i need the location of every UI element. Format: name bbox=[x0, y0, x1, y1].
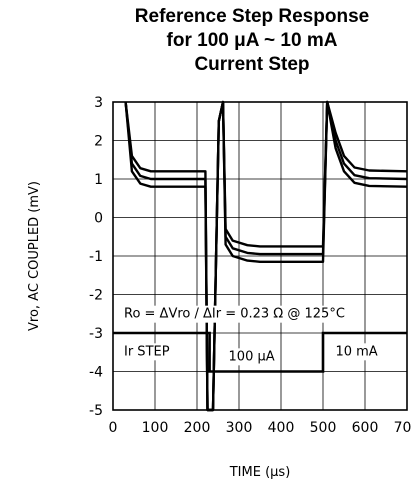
x-tick-label-0: 0 bbox=[109, 420, 118, 436]
response-curve-2 bbox=[124, 100, 408, 412]
chart-subtitle-line-2: Current Step bbox=[194, 54, 310, 75]
y-tick-label-3: 0 bbox=[94, 211, 103, 227]
x-tick-label-4: 400 bbox=[268, 420, 295, 436]
y-tick-label-5: -2 bbox=[89, 288, 103, 304]
high-level-box bbox=[332, 343, 381, 361]
x-tick-label-1: 100 bbox=[142, 420, 169, 436]
x-tick-label-2: 200 bbox=[184, 420, 211, 436]
curves bbox=[113, 100, 408, 412]
y-tick-label-4: -1 bbox=[89, 249, 103, 265]
formula-box bbox=[121, 305, 348, 323]
formula-annotation: Ro = ΔVro / ΔIr = 0.23 Ω @ 125°C bbox=[124, 307, 345, 322]
y-tick-label-0: 3 bbox=[94, 95, 103, 111]
x-tick-label-5: 500 bbox=[310, 420, 337, 436]
x-tick-label-6: 600 bbox=[352, 420, 379, 436]
y-axis-label: Vro, AC COUPLED (mV) bbox=[27, 181, 42, 331]
step-label-box bbox=[121, 343, 173, 361]
response-curve-0 bbox=[124, 100, 408, 412]
low-level-label: 100 μA bbox=[229, 349, 275, 364]
high-level-label: 10 mA bbox=[335, 344, 377, 359]
step-label: Ir STEP bbox=[124, 344, 170, 359]
x-tick-label-3: 300 bbox=[226, 420, 253, 436]
y-tick-label-2: 1 bbox=[94, 172, 103, 188]
y-tick-label-1: 2 bbox=[94, 134, 103, 150]
step-signal-line bbox=[113, 331, 407, 373]
chart-subtitle-line-1: for 100 μA ~ 10 mA bbox=[166, 30, 338, 51]
response-curve-1 bbox=[124, 100, 408, 412]
tick-labels: 0 100 200 300 400 500 600 700 3 2 1 0 -1 -2 -3 -4 -5 bbox=[89, 95, 412, 436]
y-tick-label-6: -3 bbox=[89, 326, 103, 342]
x-tick-label-7: 700 bbox=[394, 420, 412, 436]
chart-title: Reference Step Response bbox=[134, 6, 370, 27]
plot-frame bbox=[112, 101, 408, 411]
x-axis-label: TIME (μs) bbox=[229, 465, 291, 480]
low-level-box bbox=[225, 348, 278, 366]
y-tick-label-7: -4 bbox=[89, 365, 103, 381]
y-tick-label-8: -5 bbox=[89, 403, 103, 419]
